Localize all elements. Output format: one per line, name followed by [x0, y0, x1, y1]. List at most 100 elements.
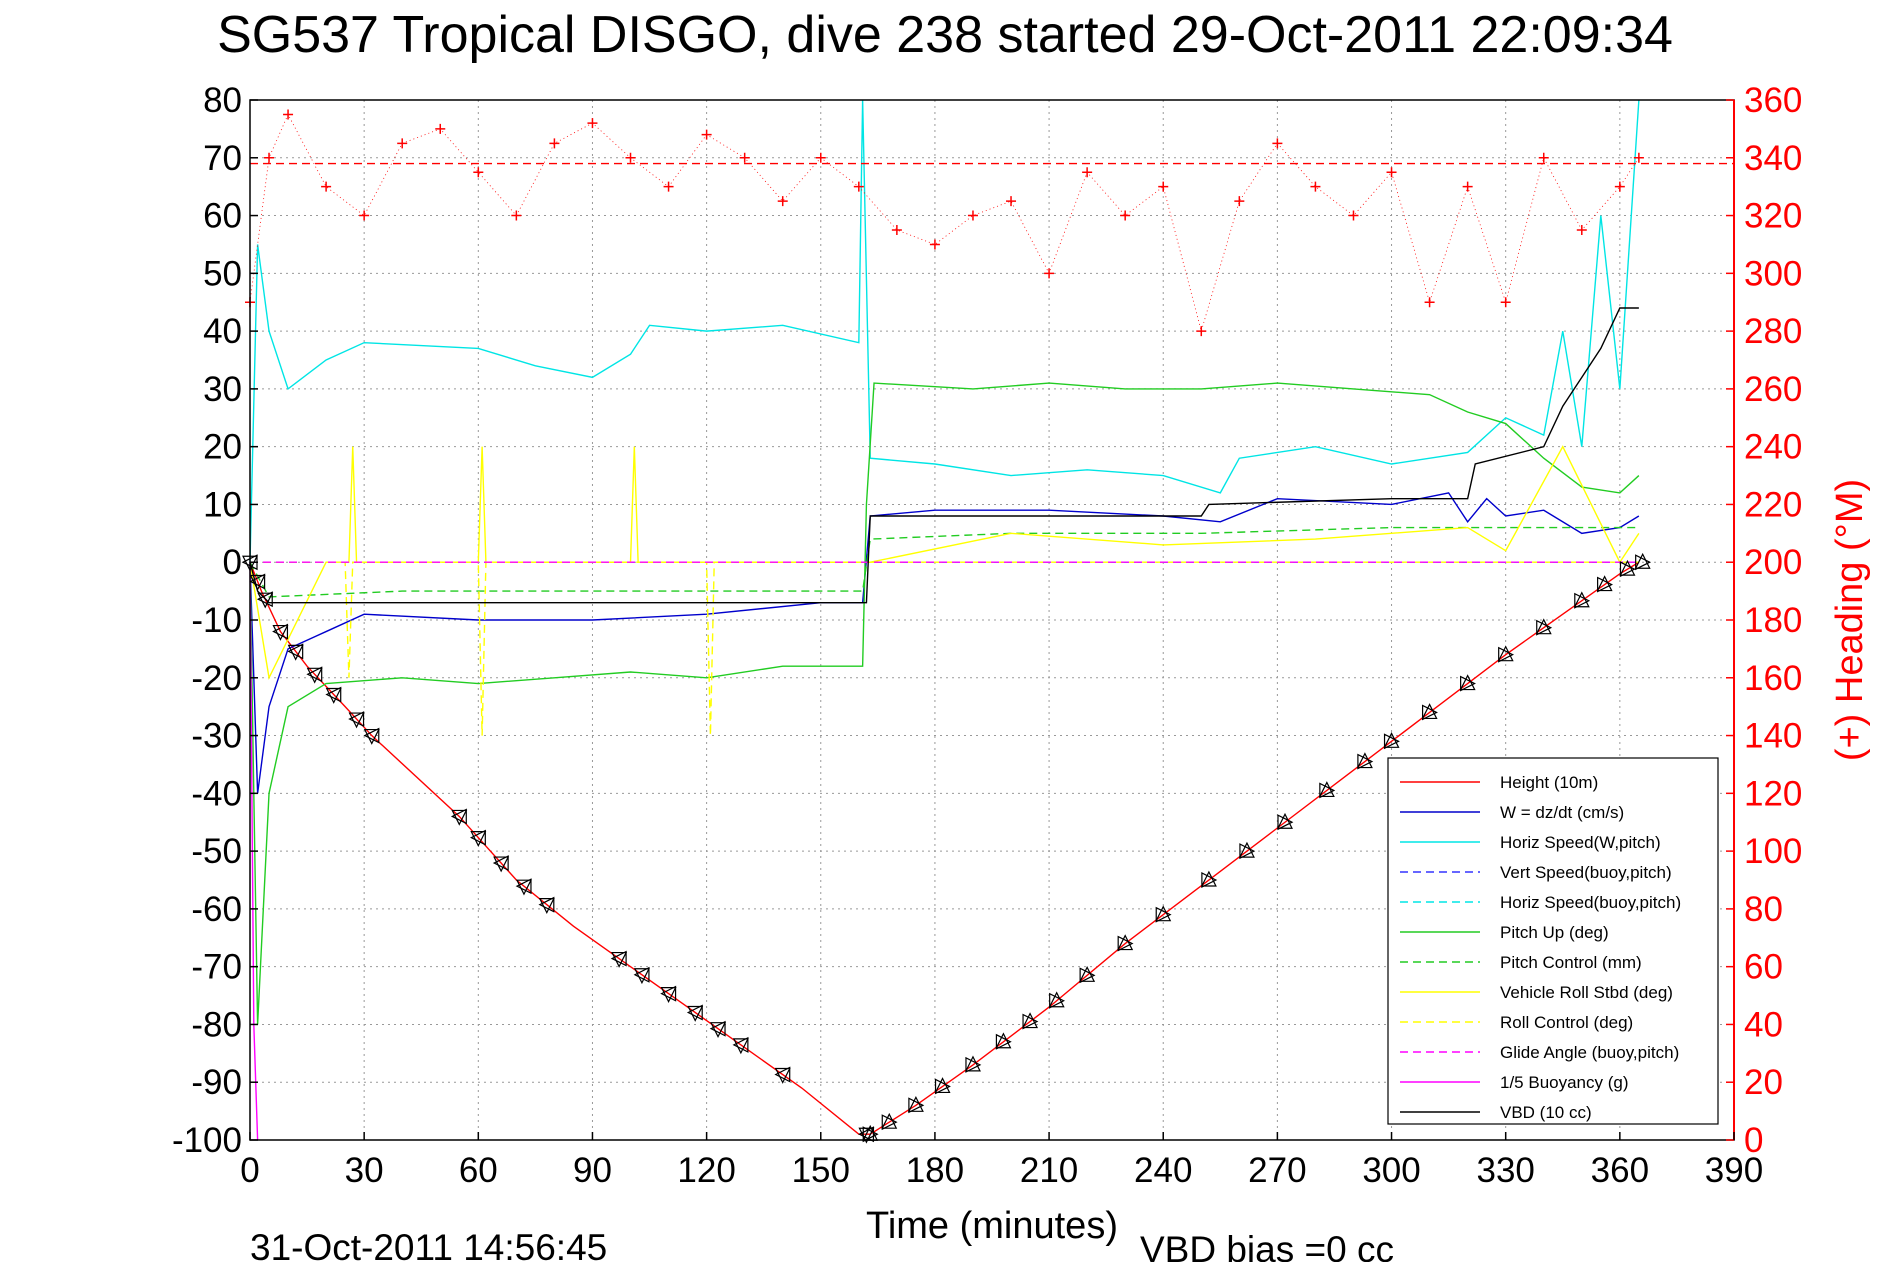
- marker-up: [1022, 1012, 1039, 1029]
- marker-right: [1022, 1013, 1039, 1030]
- x-tick-label: 0: [240, 1151, 259, 1190]
- marker-up: [1356, 752, 1373, 769]
- marker-left: [709, 1020, 726, 1037]
- legend-label: W = dz/dt (cm/s): [1500, 803, 1624, 822]
- marker-up: [965, 1055, 981, 1072]
- y-tick-label: 40: [203, 312, 242, 351]
- y-tick-label: -30: [191, 717, 242, 756]
- marker-up: [1383, 731, 1400, 748]
- marker-down: [363, 728, 380, 745]
- x-tick-label: 330: [1476, 1151, 1534, 1190]
- marker-up: [995, 1032, 1012, 1049]
- legend-label: Vert Speed(buoy,pitch): [1500, 863, 1672, 882]
- marker-down: [633, 968, 650, 985]
- marker-up: [1318, 781, 1335, 798]
- heading-point: [891, 225, 902, 235]
- marker-left: [306, 666, 323, 683]
- x-axis: 0 30 60 90 120 150 180 210 240 270 300 330 360 390: [240, 1132, 1763, 1190]
- legend-label: VBD (10 cc): [1500, 1103, 1592, 1122]
- marker-left: [660, 985, 677, 1002]
- heading-point: [739, 152, 750, 163]
- heading-point: [1006, 196, 1017, 207]
- marker-down: [515, 879, 532, 896]
- marker-down: [257, 592, 274, 609]
- marker-down: [249, 574, 266, 591]
- legend: Height (10m) W = dz/dt (cm/s) Horiz Speed(…: [1387, 757, 1719, 1125]
- marker-left: [256, 591, 273, 608]
- y-right-tick-label: 240: [1744, 428, 1802, 467]
- x-tick-label: 300: [1362, 1151, 1420, 1190]
- marker-left: [610, 950, 627, 967]
- marker-down: [272, 624, 289, 641]
- legend-label: Horiz Speed(W,pitch): [1500, 833, 1661, 852]
- series-pitch-control-mm: [249, 526, 1639, 598]
- x-tick-label: 120: [677, 1151, 735, 1190]
- marker-left: [348, 711, 365, 728]
- marker-up: [1277, 812, 1293, 829]
- depth-markers: [241, 552, 1652, 1144]
- heading-point: [1120, 210, 1131, 221]
- heading-point: [321, 181, 332, 192]
- marker-up: [1459, 674, 1476, 691]
- series-horiz-speed-w-pitch: [249, 99, 1640, 563]
- series-pitch-up-deg: [249, 382, 1640, 1025]
- marker-right: [1574, 592, 1591, 609]
- marker-up: [1079, 965, 1096, 982]
- y-right-tick-label: 0: [1744, 1121, 1763, 1160]
- footer-timestamp: 31-Oct-2011 14:56:45: [250, 1227, 607, 1262]
- x-tick-label: 270: [1248, 1151, 1306, 1190]
- marker-left: [538, 896, 555, 913]
- y-axis-right-label: (+) Heading (°M): [1829, 479, 1871, 761]
- y-right-tick-label: 280: [1744, 312, 1802, 351]
- y-tick-label: -60: [191, 890, 242, 929]
- marker-right: [1201, 872, 1218, 888]
- marker-up: [907, 1095, 924, 1112]
- marker-down: [660, 987, 677, 1003]
- series-heading: [245, 109, 1644, 337]
- marker-left: [325, 686, 342, 703]
- x-tick-label: 60: [459, 1151, 498, 1190]
- y-tick-label: 50: [203, 254, 242, 293]
- marker-left: [492, 855, 509, 872]
- marker-right: [1421, 704, 1438, 721]
- legend-label: Vehicle Roll Stbd (deg): [1500, 983, 1673, 1002]
- y-right-tick-label: 220: [1744, 485, 1802, 524]
- heading-point: [777, 196, 788, 207]
- y-right-tick-label: 120: [1744, 774, 1802, 813]
- marker-right: [1498, 646, 1515, 663]
- y-right-tick-label: 300: [1744, 254, 1802, 293]
- marker-right: [1597, 576, 1613, 593]
- marker-right: [1277, 814, 1294, 831]
- legend-label: Pitch Control (mm): [1500, 953, 1642, 972]
- x-tick-label: 150: [792, 1151, 850, 1190]
- y-tick-label: 60: [203, 197, 242, 236]
- marker-down: [538, 898, 555, 914]
- y-tick-label: 10: [203, 485, 242, 524]
- marker-right: [1536, 619, 1553, 636]
- y-tick-label: -100: [172, 1121, 242, 1160]
- y-tick-label: -90: [191, 1063, 242, 1102]
- series-roll-control-deg: [250, 561, 1639, 736]
- marker-right: [1319, 782, 1336, 799]
- y-right-tick-label: 140: [1744, 717, 1802, 756]
- y-right-tick-label: 180: [1744, 601, 1802, 640]
- marker-down: [732, 1038, 749, 1055]
- marker-left: [469, 829, 486, 846]
- y-right-tick-label: 80: [1744, 890, 1783, 929]
- marker-down: [470, 831, 487, 847]
- marker-left: [633, 966, 650, 983]
- heading-point: [359, 210, 370, 221]
- legend-label: Pitch Up (deg): [1500, 923, 1609, 942]
- marker-right: [1635, 554, 1652, 571]
- footer-vbd-bias: VBD bias =0 cc: [1140, 1229, 1394, 1262]
- marker-up: [934, 1077, 951, 1094]
- x-tick-label: 390: [1705, 1151, 1763, 1190]
- marker-right: [1619, 561, 1636, 578]
- y-right-tick-label: 160: [1744, 659, 1802, 698]
- heading-point: [1614, 181, 1625, 192]
- marker-up: [1117, 934, 1134, 951]
- marker-down: [710, 1022, 727, 1039]
- marker-up: [1535, 618, 1552, 635]
- legend-box: [1387, 757, 1719, 1125]
- y-right-tick-label: 60: [1744, 948, 1783, 987]
